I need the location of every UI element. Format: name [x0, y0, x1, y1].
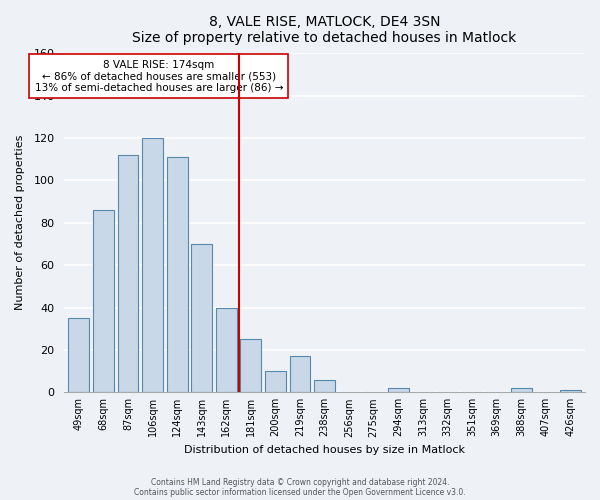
Text: Contains HM Land Registry data © Crown copyright and database right 2024.
Contai: Contains HM Land Registry data © Crown c…: [134, 478, 466, 497]
Bar: [314, 380, 335, 392]
Bar: [241, 340, 262, 392]
Bar: [93, 210, 114, 392]
Bar: [118, 155, 139, 392]
Bar: [216, 308, 237, 392]
Bar: [290, 356, 310, 392]
Bar: [142, 138, 163, 392]
Bar: [191, 244, 212, 392]
Title: 8, VALE RISE, MATLOCK, DE4 3SN
Size of property relative to detached houses in M: 8, VALE RISE, MATLOCK, DE4 3SN Size of p…: [133, 15, 517, 45]
Y-axis label: Number of detached properties: Number of detached properties: [15, 135, 25, 310]
X-axis label: Distribution of detached houses by size in Matlock: Distribution of detached houses by size …: [184, 445, 465, 455]
Bar: [511, 388, 532, 392]
Bar: [68, 318, 89, 392]
Bar: [560, 390, 581, 392]
Bar: [388, 388, 409, 392]
Text: 8 VALE RISE: 174sqm
← 86% of detached houses are smaller (553)
13% of semi-detac: 8 VALE RISE: 174sqm ← 86% of detached ho…: [35, 60, 283, 93]
Bar: [265, 371, 286, 392]
Bar: [167, 157, 188, 392]
